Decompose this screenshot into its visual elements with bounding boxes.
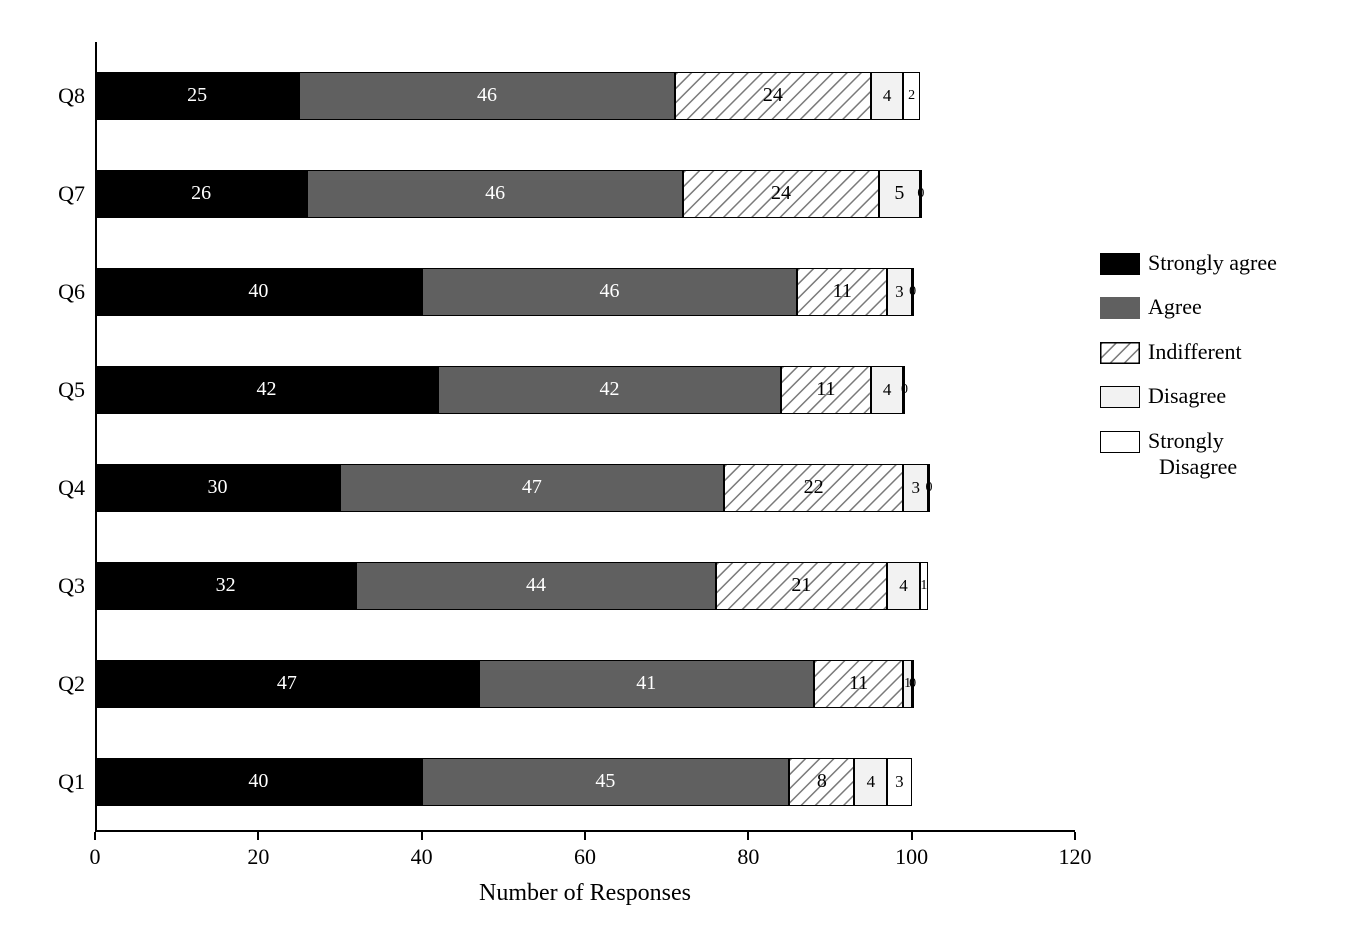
bar-segment-strongly-agree: 25 <box>95 72 299 120</box>
bar-segment-indifferent: 11 <box>797 268 887 316</box>
bar-segment-disagree: 5 <box>879 170 920 218</box>
bar-value-label: 24 <box>771 182 791 205</box>
bar-row: 3244 21 41 <box>95 562 928 610</box>
legend: Strongly agree Agree Indifferent Disagree St… <box>1100 250 1277 498</box>
bar-segment-agree: 41 <box>479 660 814 708</box>
bar-segment-strongly-disagree: 2 <box>903 72 919 120</box>
bar-value-label: 11 <box>816 378 835 401</box>
bar-segment-indifferent: 22 <box>724 464 904 512</box>
bar-row: 4242 11 40 <box>95 366 905 414</box>
legend-label: Strongly Disagree <box>1148 428 1237 481</box>
legend-label: Agree <box>1148 294 1202 320</box>
bar-segment-strongly-disagree: 0 <box>912 268 914 316</box>
bar-segment-indifferent: 11 <box>814 660 904 708</box>
legend-label: Strongly agree <box>1148 250 1277 276</box>
bar-row: 2546 24 42 <box>95 72 920 120</box>
bar-segment-agree: 46 <box>299 72 675 120</box>
x-tick-label: 80 <box>737 844 759 870</box>
bar-value-label: 11 <box>833 280 852 303</box>
x-tick <box>257 832 259 840</box>
x-tick-label: 0 <box>90 844 101 870</box>
y-axis-label: Q6 <box>35 279 85 305</box>
legend-swatch <box>1100 297 1140 319</box>
bar-value-label: 8 <box>817 770 827 793</box>
bar-segment-strongly-agree: 30 <box>95 464 340 512</box>
bar-segment-strongly-agree: 40 <box>95 268 422 316</box>
bar-segment-agree: 42 <box>438 366 781 414</box>
legend-swatch <box>1100 253 1140 275</box>
legend-item: Strongly agree <box>1100 250 1277 276</box>
bar-segment-strongly-agree: 26 <box>95 170 307 218</box>
legend-item: Indifferent <box>1100 339 1277 365</box>
bar-segment-agree: 46 <box>422 268 798 316</box>
y-axis-label: Q3 <box>35 573 85 599</box>
bar-row: 4045 8 43 <box>95 758 912 806</box>
bar-segment-agree: 45 <box>422 758 790 806</box>
bar-value-label: 21 <box>791 574 811 597</box>
bar-segment-strongly-disagree: 0 <box>928 464 930 512</box>
bar-segment-agree: 44 <box>356 562 715 610</box>
bar-segment-indifferent: 8 <box>789 758 854 806</box>
bar-row: 47411110 <box>95 660 914 708</box>
plot-area <box>95 42 1075 832</box>
bar-segment-disagree: 4 <box>854 758 887 806</box>
bar-segment-disagree: 4 <box>871 366 904 414</box>
bar-row: 4046 11 30 <box>95 268 914 316</box>
bar-segment-disagree: 4 <box>871 72 904 120</box>
bar-segment-strongly-disagree: 3 <box>887 758 912 806</box>
bar-segment-agree: 47 <box>340 464 724 512</box>
y-axis-label: Q1 <box>35 769 85 795</box>
bar-segment-strongly-agree: 40 <box>95 758 422 806</box>
bar-segment-agree: 46 <box>307 170 683 218</box>
bar-segment-indifferent: 24 <box>683 170 879 218</box>
x-axis-title: Number of Responses <box>95 880 1075 907</box>
bar-segment-indifferent: 24 <box>675 72 871 120</box>
bar-segment-indifferent: 21 <box>716 562 888 610</box>
bar-value-label: 22 <box>804 476 824 499</box>
legend-item: Agree <box>1100 294 1277 320</box>
bar-segment-disagree: 3 <box>903 464 928 512</box>
x-tick <box>911 832 913 840</box>
y-axis-label: Q7 <box>35 181 85 207</box>
bar-segment-strongly-disagree: 0 <box>903 366 905 414</box>
bar-segment-strongly-disagree: 1 <box>920 562 928 610</box>
bar-segment-strongly-agree: 47 <box>95 660 479 708</box>
legend-swatch <box>1100 386 1140 408</box>
legend-swatch <box>1100 342 1140 364</box>
x-tick <box>94 832 96 840</box>
y-axis-label: Q2 <box>35 671 85 697</box>
bar-segment-strongly-agree: 32 <box>95 562 356 610</box>
x-tick-label: 20 <box>247 844 269 870</box>
bar-row: 2646 24 50 <box>95 170 922 218</box>
x-tick-label: 120 <box>1059 844 1092 870</box>
x-tick-label: 100 <box>895 844 928 870</box>
legend-item: Strongly Disagree <box>1100 428 1277 481</box>
legend-label: Disagree <box>1148 383 1226 409</box>
x-tick <box>421 832 423 840</box>
x-tick-label: 40 <box>411 844 433 870</box>
bar-segment-indifferent: 11 <box>781 366 871 414</box>
bar-segment-strongly-disagree: 0 <box>920 170 922 218</box>
legend-label: Indifferent <box>1148 339 1242 365</box>
chart-container: Q8Q7Q6Q5Q4Q3Q2Q1 25462442264624504046113… <box>0 0 1357 937</box>
x-tick <box>1074 832 1076 840</box>
x-tick <box>747 832 749 840</box>
bar-segment-strongly-disagree: 0 <box>912 660 914 708</box>
y-axis-label: Q8 <box>35 83 85 109</box>
x-tick-label: 60 <box>574 844 596 870</box>
bar-segment-strongly-agree: 42 <box>95 366 438 414</box>
bar-segment-disagree: 3 <box>887 268 912 316</box>
bar-segment-disagree: 4 <box>887 562 920 610</box>
y-axis-label: Q5 <box>35 377 85 403</box>
legend-item: Disagree <box>1100 383 1277 409</box>
y-axis-label: Q4 <box>35 475 85 501</box>
x-tick <box>584 832 586 840</box>
bar-row: 30472230 <box>95 464 930 512</box>
bar-value-label: 11 <box>849 672 868 695</box>
legend-swatch <box>1100 431 1140 453</box>
bar-value-label: 24 <box>763 84 783 107</box>
